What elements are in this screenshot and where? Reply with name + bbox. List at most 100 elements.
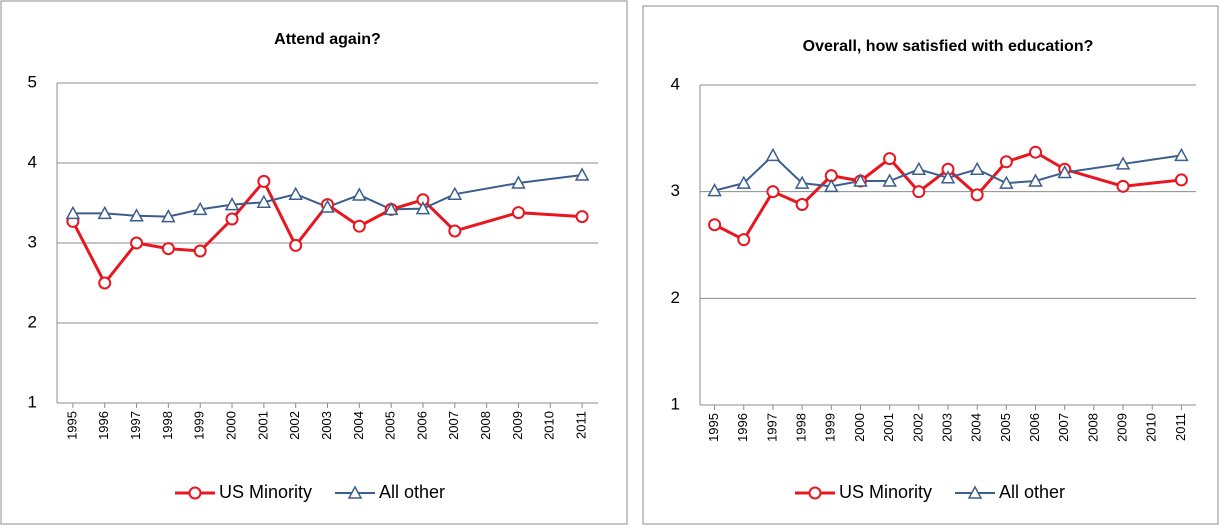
marker: [969, 161, 985, 176]
legend-marker: [188, 486, 202, 500]
x-tick-label: 2002: [287, 411, 302, 440]
x-tick-label: 2009: [510, 411, 525, 440]
marker: [1115, 156, 1131, 170]
y-tick-label: 2: [28, 312, 37, 331]
legend-marker: [808, 486, 822, 500]
x-tick-label: 2007: [1056, 413, 1071, 442]
marker: [912, 185, 926, 199]
marker: [999, 175, 1014, 189]
marker: [65, 205, 81, 220]
marker: [161, 242, 175, 256]
marker: [97, 205, 112, 220]
marker: [970, 188, 984, 202]
marker: [737, 233, 751, 247]
y-tick-label: 5: [28, 72, 37, 91]
marker: [795, 197, 809, 211]
legend-label: All other: [379, 482, 445, 502]
x-tick-label: 2009: [1114, 413, 1129, 442]
marker: [999, 155, 1013, 169]
marker: [575, 210, 589, 224]
x-tick-label: 2000: [223, 411, 238, 440]
x-tick-label: 2008: [1085, 413, 1100, 442]
chart-title: Overall, how satisfied with education?: [803, 38, 1094, 55]
legend-marker: [347, 485, 363, 499]
y-tick-label: 2: [671, 288, 680, 307]
y-tick-label: 1: [28, 392, 37, 411]
marker: [383, 201, 399, 216]
marker: [707, 183, 722, 197]
marker: [447, 186, 463, 200]
x-tick-label: 2003: [319, 411, 334, 440]
marker: [98, 276, 112, 290]
legend-marker: [967, 485, 983, 499]
marker: [320, 199, 335, 213]
marker: [1174, 147, 1189, 162]
marker: [1029, 145, 1043, 159]
marker: [765, 147, 781, 162]
chart-panel: Attend again? 1 2 3 4 5 1995 1996 1997 1998 1999 20…: [0, 0, 628, 525]
marker: [130, 236, 144, 250]
marker: [289, 238, 303, 252]
marker: [256, 194, 272, 208]
x-tick-label: 1995: [706, 413, 721, 442]
marker: [574, 167, 590, 181]
legend-label: US Minority: [839, 482, 932, 502]
marker: [1174, 173, 1188, 187]
x-tick-label: 2003: [939, 413, 954, 442]
x-tick-label: 1995: [64, 411, 79, 440]
marker: [415, 201, 431, 215]
legend-label: US Minority: [219, 482, 312, 502]
x-tick-label: 2011: [1173, 413, 1188, 441]
marker: [352, 187, 367, 201]
x-tick-label: 2002: [910, 413, 925, 442]
marker: [766, 185, 780, 199]
marker: [511, 175, 526, 189]
marker: [911, 161, 927, 176]
y-tick-label: 3: [28, 232, 37, 251]
x-tick-label: 1999: [823, 413, 838, 442]
marker: [882, 173, 897, 187]
marker: [1028, 173, 1043, 187]
x-tick-label: 2001: [255, 411, 270, 440]
x-tick-label: 1998: [160, 411, 175, 440]
marker: [1116, 179, 1130, 193]
marker: [1057, 164, 1072, 179]
x-tick-label: 2005: [383, 411, 398, 440]
marker: [193, 244, 207, 258]
marker: [288, 186, 303, 200]
marker: [161, 209, 176, 223]
x-tick-label: 2000: [852, 413, 867, 442]
marker: [940, 170, 956, 184]
panel-border: [642, 5, 1219, 525]
y-tick-label: 1: [671, 394, 680, 413]
x-tick-label: 2006: [414, 411, 429, 440]
marker: [225, 212, 239, 226]
marker: [794, 175, 810, 189]
x-tick-label: 2007: [446, 411, 461, 440]
marker: [824, 178, 839, 193]
marker: [448, 224, 462, 238]
marker: [257, 174, 271, 188]
x-tick-label: 2010: [1144, 413, 1159, 442]
marker: [736, 175, 752, 189]
marker: [352, 219, 366, 233]
x-tick-label: 2005: [998, 413, 1013, 442]
panel-border: [0, 0, 628, 525]
marker: [511, 206, 525, 220]
x-tick-label: 2006: [1027, 413, 1042, 442]
legend-label: All other: [999, 482, 1065, 502]
x-tick-label: 1996: [96, 411, 111, 440]
y-tick-label: 3: [671, 181, 680, 200]
x-tick-label: 2001: [881, 413, 896, 442]
marker: [129, 208, 144, 222]
x-tick-label: 2004: [351, 411, 366, 440]
y-tick-label: 4: [28, 152, 37, 171]
chart-title: Attend again?: [274, 31, 381, 48]
x-tick-label: 1997: [764, 413, 779, 442]
chart-panel: Overall, how satisfied with education? 1 2…: [642, 5, 1219, 525]
x-tick-label: 2004: [969, 413, 984, 442]
marker: [883, 152, 897, 166]
marker: [192, 201, 208, 216]
x-tick-label: 2008: [478, 411, 493, 440]
